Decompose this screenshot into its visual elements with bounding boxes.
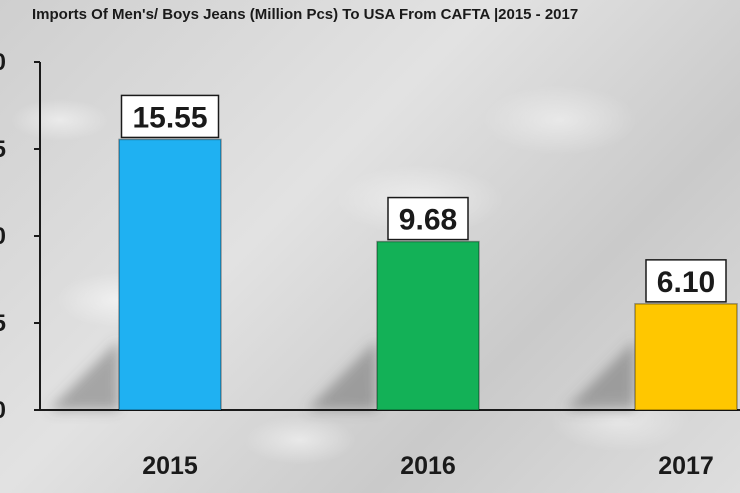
bar-2015 <box>118 138 222 411</box>
y-tick-label: 15 <box>0 136 6 163</box>
x-tick-label: 2017 <box>658 452 714 480</box>
bar-shadow <box>49 340 119 410</box>
y-tick-label: 5 <box>0 310 6 337</box>
y-tick-label: 0 <box>0 397 6 424</box>
chart-title: Imports Of Men's/ Boys Jeans (Million Pc… <box>32 6 579 23</box>
data-label: 6.10 <box>657 266 715 299</box>
data-label-box <box>645 259 727 303</box>
bar-shadow <box>307 340 377 410</box>
data-label: 9.68 <box>399 204 457 237</box>
x-tick-label: 2016 <box>400 452 456 480</box>
bar-shadow <box>565 340 635 410</box>
data-label-box <box>120 94 220 139</box>
y-tick-label: 10 <box>0 223 6 250</box>
x-tick-label: 2015 <box>142 452 198 480</box>
bar-2017 <box>634 303 738 411</box>
data-label-box <box>387 196 469 241</box>
bar-2016 <box>376 240 480 411</box>
y-tick-label: 20 <box>0 49 6 76</box>
data-label: 15.55 <box>132 101 207 134</box>
